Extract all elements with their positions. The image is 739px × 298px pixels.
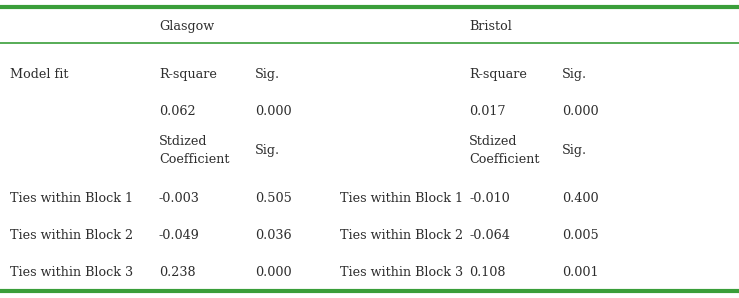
Text: Model fit: Model fit [10,68,68,81]
Text: 0.505: 0.505 [255,192,292,205]
Text: 0.238: 0.238 [159,266,196,279]
Text: Stdized: Stdized [469,135,518,148]
Text: Ties within Block 3: Ties within Block 3 [340,266,463,279]
Text: 0.005: 0.005 [562,229,599,242]
Text: 0.000: 0.000 [255,266,292,279]
Text: 0.400: 0.400 [562,192,599,205]
Text: Ties within Block 2: Ties within Block 2 [10,229,133,242]
Text: 0.017: 0.017 [469,105,505,118]
Text: R-square: R-square [159,68,217,81]
Text: -0.003: -0.003 [159,192,200,205]
Text: Glasgow: Glasgow [159,20,214,33]
Text: Bristol: Bristol [469,20,512,33]
Text: R-square: R-square [469,68,527,81]
Text: 0.036: 0.036 [255,229,292,242]
Text: Ties within Block 3: Ties within Block 3 [10,266,133,279]
Text: Sig.: Sig. [562,144,587,157]
Text: 0.000: 0.000 [562,105,599,118]
Text: 0.108: 0.108 [469,266,505,279]
Text: Sig.: Sig. [562,68,587,81]
Text: -0.064: -0.064 [469,229,510,242]
Text: Ties within Block 2: Ties within Block 2 [340,229,463,242]
Text: Ties within Block 1: Ties within Block 1 [10,192,132,205]
Text: -0.049: -0.049 [159,229,200,242]
Text: Coefficient: Coefficient [469,153,539,166]
Text: Sig.: Sig. [255,68,280,81]
Text: Ties within Block 1: Ties within Block 1 [340,192,463,205]
Text: 0.000: 0.000 [255,105,292,118]
Text: 0.062: 0.062 [159,105,196,118]
Text: Coefficient: Coefficient [159,153,229,166]
Text: Sig.: Sig. [255,144,280,157]
Text: -0.010: -0.010 [469,192,510,205]
Text: Stdized: Stdized [159,135,208,148]
Text: 0.001: 0.001 [562,266,598,279]
